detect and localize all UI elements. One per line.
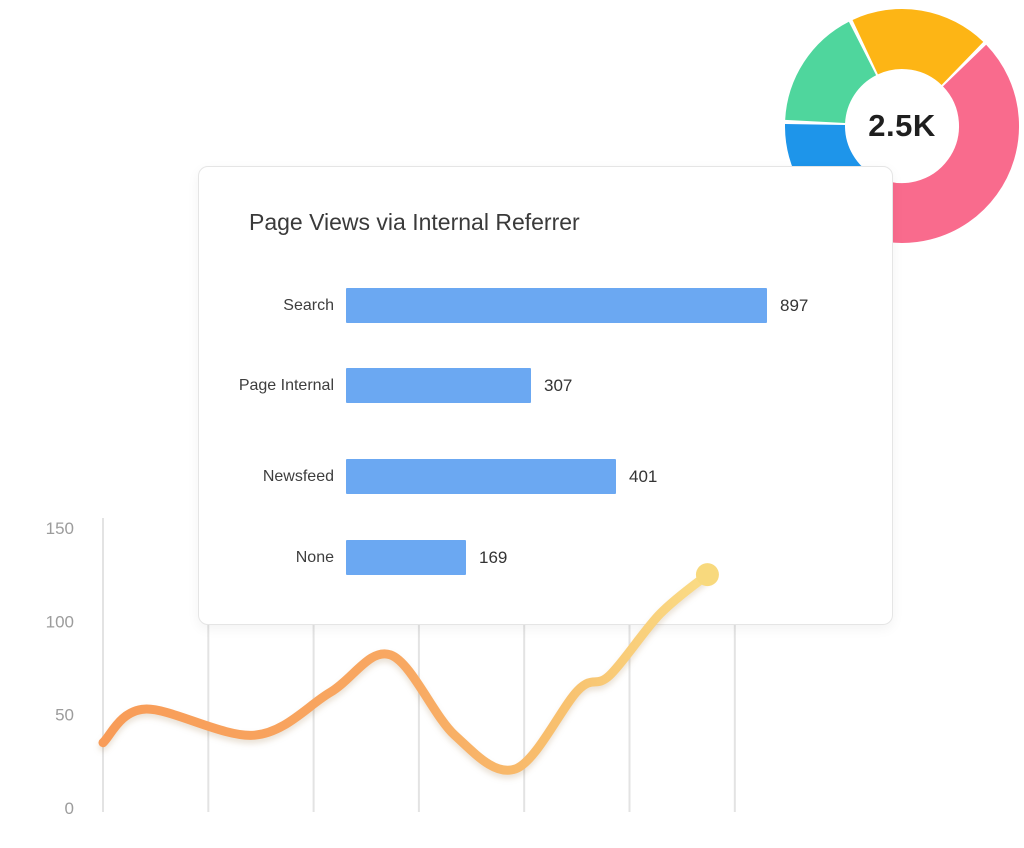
bar-label: Page Internal <box>238 376 334 394</box>
bar-value: 401 <box>629 466 658 486</box>
bar-row-none: None 169 <box>199 540 892 575</box>
bar-row-page-internal: Page Internal 307 <box>199 368 892 403</box>
bar-row-newsfeed: Newsfeed 401 <box>199 459 892 494</box>
bar-label: Search <box>283 296 334 314</box>
bar-value: 169 <box>479 547 508 567</box>
bar-row-search: Search 897 <box>199 288 892 323</box>
donut-center-label: 2.5K <box>868 108 936 143</box>
bar-label: None <box>295 548 334 566</box>
referrer-card: Page Views via Internal Referrer Search 8… <box>198 166 893 625</box>
donut-segment-amber <box>852 9 984 86</box>
y-axis-label: 0 <box>65 799 74 818</box>
card-title: Page Views via Internal Referrer <box>249 209 580 235</box>
y-axis-label: 50 <box>55 706 74 725</box>
y-axis-label: 100 <box>46 612 74 631</box>
bar-value: 307 <box>544 375 573 395</box>
bar-value: 897 <box>780 295 809 315</box>
bar <box>346 459 616 494</box>
y-axis-label: 150 <box>46 519 74 538</box>
bar <box>346 540 466 575</box>
bar <box>346 288 767 323</box>
bar <box>346 368 531 403</box>
donut-segment-green <box>785 21 878 125</box>
bar-label: Newsfeed <box>262 467 334 485</box>
donut-segment-pink <box>850 44 1019 243</box>
